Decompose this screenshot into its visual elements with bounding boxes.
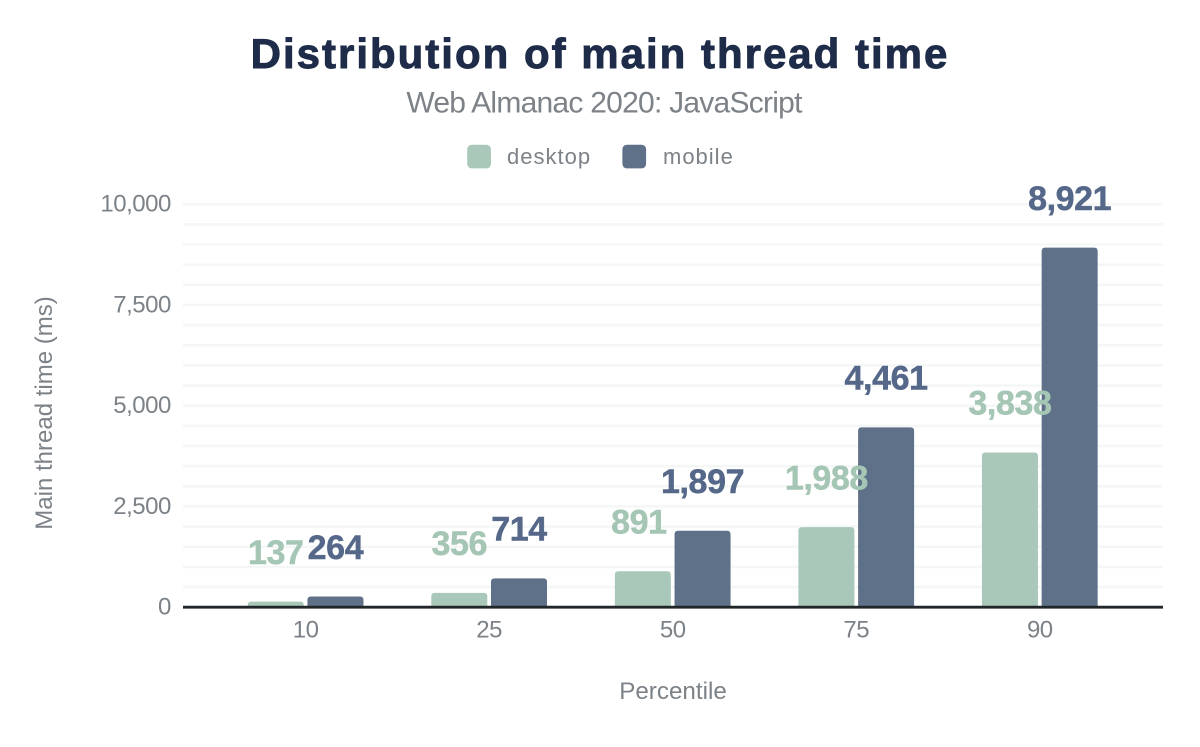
- svg-text:90: 90: [1027, 617, 1053, 644]
- svg-text:2,500: 2,500: [113, 493, 171, 520]
- svg-text:25: 25: [476, 617, 502, 644]
- svg-text:264: 264: [308, 529, 364, 567]
- svg-text:8,921: 8,921: [1028, 180, 1111, 218]
- svg-text:mobile: mobile: [663, 144, 734, 169]
- svg-text:356: 356: [432, 525, 488, 563]
- svg-text:7,500: 7,500: [113, 291, 171, 318]
- svg-text:1,988: 1,988: [785, 459, 868, 497]
- svg-text:75: 75: [843, 617, 869, 644]
- svg-text:1,897: 1,897: [661, 463, 744, 501]
- svg-text:desktop: desktop: [507, 144, 591, 169]
- svg-text:50: 50: [660, 617, 686, 644]
- svg-text:Main thread time (ms): Main thread time (ms): [31, 296, 58, 529]
- svg-text:10: 10: [293, 617, 319, 644]
- svg-text:714: 714: [491, 511, 547, 549]
- svg-text:4,461: 4,461: [845, 360, 928, 398]
- svg-text:Distribution of main thread ti: Distribution of main thread time: [251, 30, 950, 77]
- svg-text:10,000: 10,000: [100, 191, 171, 218]
- svg-text:137: 137: [248, 534, 304, 572]
- svg-text:Web Almanac 2020: JavaScript: Web Almanac 2020: JavaScript: [406, 87, 803, 120]
- svg-text:5,000: 5,000: [113, 392, 171, 419]
- svg-text:3,838: 3,838: [968, 385, 1051, 423]
- svg-text:0: 0: [158, 594, 171, 621]
- svg-text:891: 891: [611, 503, 667, 541]
- svg-text:Percentile: Percentile: [619, 678, 727, 705]
